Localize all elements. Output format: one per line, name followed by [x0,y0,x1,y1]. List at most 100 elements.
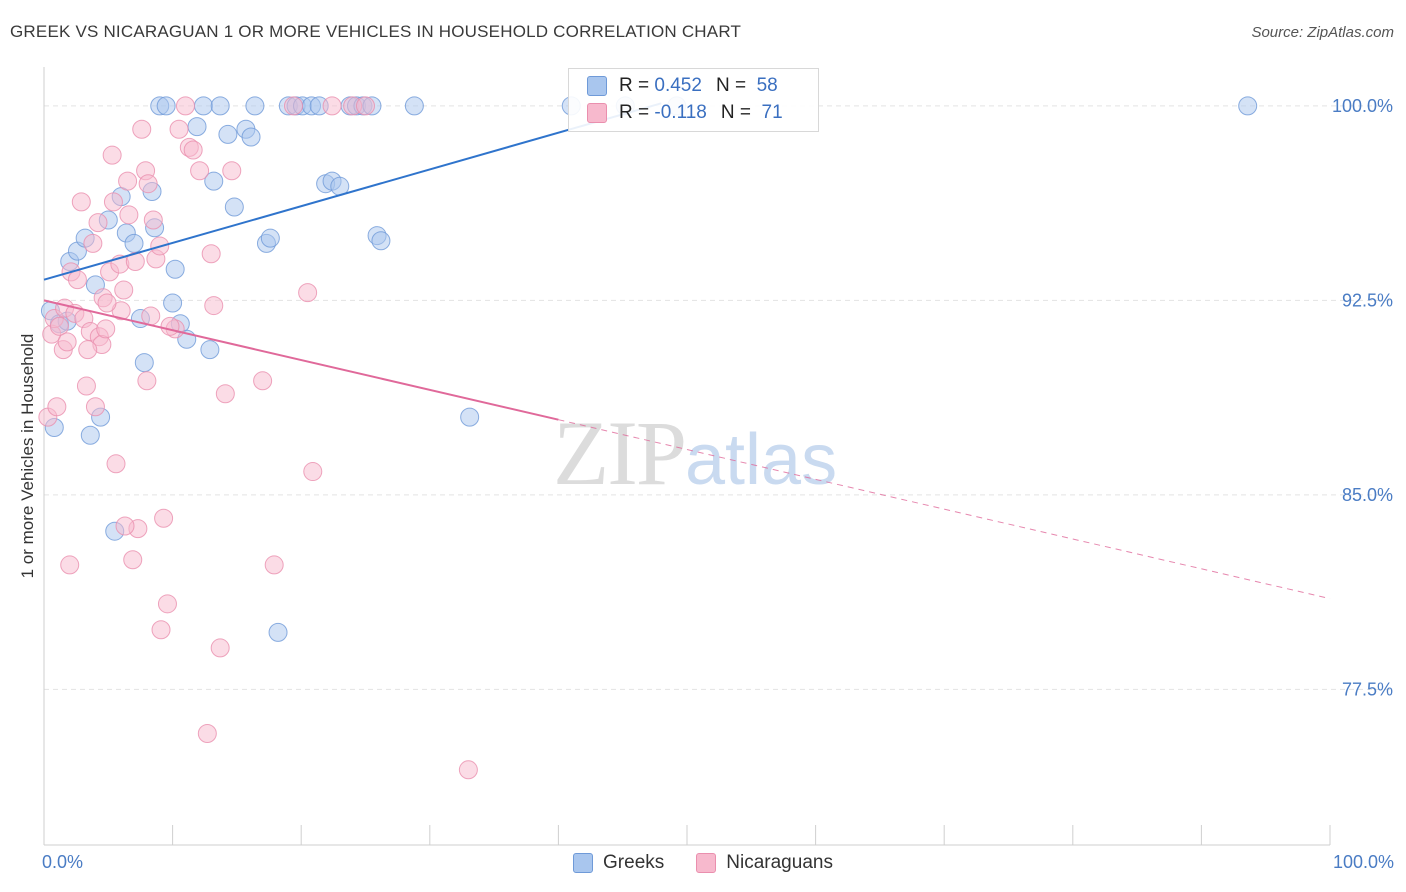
nicaraguans-point [96,319,116,339]
greeks-point [124,233,144,253]
nicaraguans-point [115,516,135,536]
nicaraguans-point [215,384,235,404]
nicaraguans-trend-line [43,299,559,421]
greeks-point [218,124,238,144]
legend-row-nicaraguans: R = -0.118 N = 71 [587,101,783,125]
nicaraguans-point [283,96,303,116]
legend-row-greeks: R = 0.452 N = 58 [587,74,778,98]
nicaraguans-point [356,96,375,116]
nicaraguans-n-value: 71 [761,102,783,123]
greeks-trend-line [43,102,662,281]
nicaraguans-point [47,397,67,417]
nicaraguans-point [123,550,143,570]
nicaraguans-point [71,192,91,212]
nicaraguans-point [125,252,145,271]
nicaraguans-point [204,296,224,316]
nicaraguans-point [114,280,134,300]
nicaraguans-legend-swatch [696,853,717,873]
nicaraguans-point [458,760,478,780]
nicaraguans-point [67,270,87,290]
greeks-n-label: N = [715,75,747,96]
watermark-zip: ZIP [553,402,687,504]
greeks-point [134,353,154,373]
greeks-point [210,96,230,116]
greeks-point [371,231,391,251]
nicaraguans-point [253,371,273,391]
nicaraguans-point [151,620,171,640]
nicaraguans-point [169,119,189,139]
nicaraguans-point [322,96,342,116]
nicaraguans-point [141,306,161,326]
correlation-legend: R = 0.452 N = 58 R = -0.118 N = 71 [568,68,819,132]
greeks-point [200,340,220,360]
nicaraguans-point [154,508,174,528]
nicaraguans-r-value: -0.118 [654,102,707,123]
nicaraguans-r-label: R = [619,102,650,123]
greeks-swatch [587,76,607,96]
nicaraguans-point [298,283,318,303]
nicaraguans-point [143,210,163,230]
nicaraguans-point [102,145,122,165]
greeks-point [1238,96,1258,116]
y-axis-label: 1 or more Vehicles in Household [18,333,37,579]
nicaraguans-point [201,244,221,264]
nicaraguans-point [57,332,77,352]
nicaraguans-swatch [587,103,607,123]
nicaraguans-point [85,397,105,417]
greeks-point [187,117,207,137]
nicaraguans-point [210,638,230,658]
greeks-point [80,425,100,445]
nicaraguans-point [222,161,242,181]
nicaraguans-point [103,192,123,212]
greeks-point [241,127,261,147]
y-tick-label: 77.5% [1342,679,1393,699]
greeks-r-label: R = [619,75,650,96]
greeks-n-value: 58 [756,75,778,96]
watermark: ZIPatlas [553,400,837,506]
greeks-point [245,96,265,116]
nicaraguans-point [119,205,139,225]
chart-title: GREEK VS NICARAGUAN 1 OR MORE VEHICLES I… [10,22,742,41]
nicaraguans-point [137,371,157,391]
nicaraguans-point [183,140,203,160]
nicaraguans-point [175,96,195,116]
nicaraguans-point [97,293,117,313]
nicaraguans-legend-label: Nicaraguans [726,852,833,873]
nicaraguans-point [83,233,103,253]
nicaraguans-point [264,555,284,575]
greeks-point [204,171,224,191]
nicaraguans-point [303,462,323,482]
greeks-point [224,197,244,217]
y-tick-label: 100.0% [1332,96,1393,116]
series-legend: Greeks Nicaraguans [0,852,1406,874]
greeks-point [163,293,183,313]
greeks-r-value: 0.452 [654,75,702,96]
greeks-point [165,259,185,279]
nicaraguans-point [49,316,69,336]
greeks-point [268,622,288,642]
greeks-point [260,228,280,248]
x-tick-label-max: 100.0% [1332,852,1394,872]
nicaraguans-point [118,171,138,191]
nicaraguans-point [60,555,80,575]
nicaraguans-point [160,316,180,336]
nicaraguans-point [76,376,96,396]
nicaraguans-n-label: N = [720,102,751,123]
nicaraguans-point [190,161,210,181]
y-tick-label: 85.0% [1342,485,1393,505]
nicaraguans-point [157,594,177,614]
greeks-legend-label: Greeks [603,852,665,873]
source-label: Source: ZipAtlas.com [1251,24,1394,41]
legend-item-nicaraguans[interactable]: Nicaraguans [696,852,833,874]
nicaraguans-trend-extension [558,419,1331,600]
greeks-legend-swatch [573,853,594,873]
nicaraguans-point [132,119,152,139]
greeks-point [193,96,213,116]
nicaraguans-point [78,340,98,360]
greeks-point [156,96,176,116]
nicaraguans-point [88,213,108,233]
y-tick-label: 92.5% [1342,290,1393,310]
greeks-point [460,407,480,427]
legend-item-greeks[interactable]: Greeks [573,852,664,874]
